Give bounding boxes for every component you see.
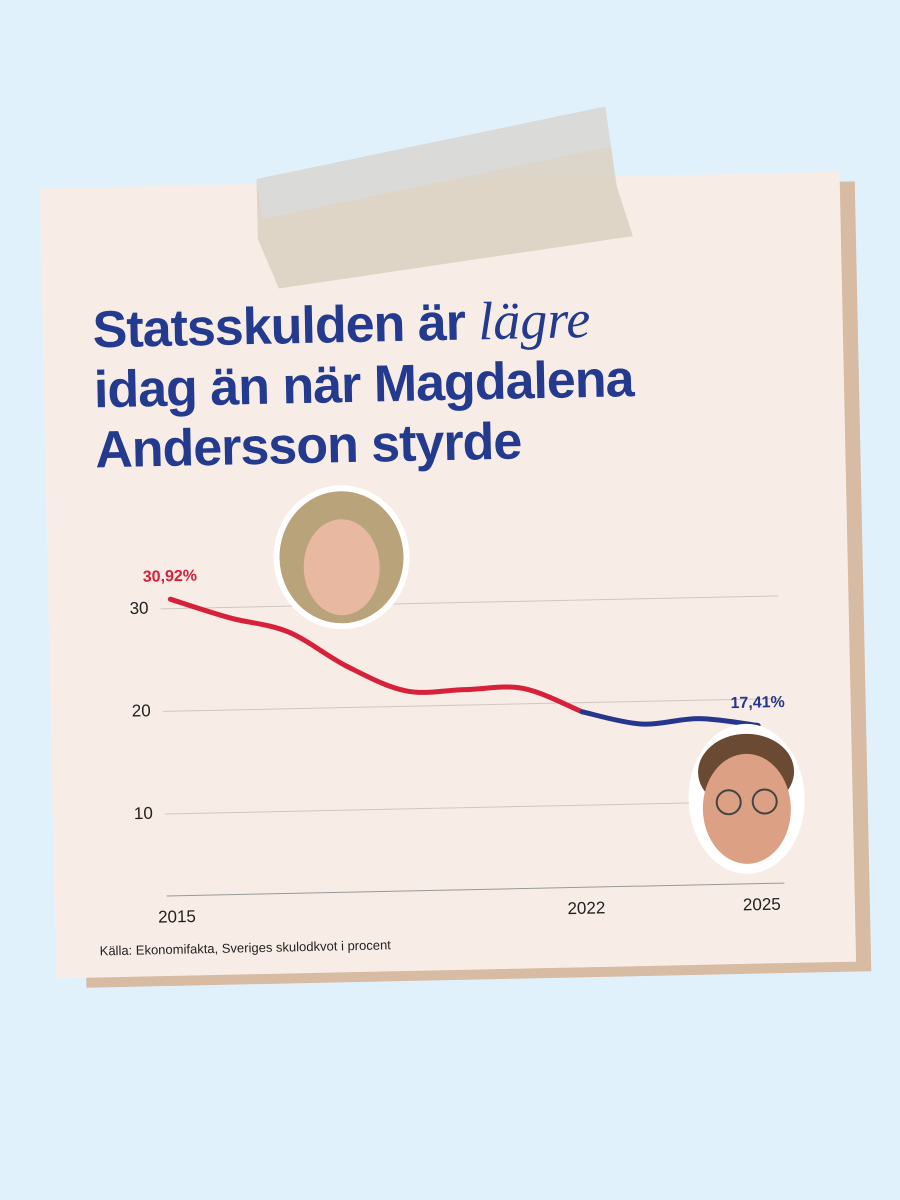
- portrait-andersson: [273, 485, 410, 630]
- tape-top: [256, 106, 611, 219]
- grid-line: [164, 800, 783, 815]
- x-tick-label: 2022: [567, 898, 605, 918]
- line: [167, 596, 585, 715]
- x-axis: [166, 882, 785, 897]
- note-card: Statsskulden är lägre idag än när Magdal…: [39, 106, 872, 988]
- line: [579, 709, 761, 729]
- chart-title: idag än när Magdalena: [93, 350, 636, 419]
- value-label: 30,92%: [143, 568, 198, 586]
- plot: 10 20 30 2015 2022 2025 30,92% 17,41%: [129, 568, 785, 927]
- value-label: 17,41%: [730, 694, 785, 712]
- card: [39, 171, 857, 979]
- portrait-kristersson: [688, 723, 805, 874]
- y-tick-label: 30: [129, 599, 148, 618]
- x-tick-label: 2015: [158, 907, 196, 927]
- chart-title: Andersson styrde: [95, 412, 522, 479]
- y-tick-label: 10: [134, 804, 153, 823]
- x-tick-label: 2025: [743, 895, 781, 915]
- chart-title: Statsskulden är lägre: [92, 289, 591, 359]
- y-tick-label: 20: [132, 701, 151, 720]
- grid-line: [160, 595, 779, 610]
- source-note: Källa: Ekonomifakta, Sveriges skulodkvot…: [100, 937, 392, 958]
- grid-line: [162, 697, 781, 712]
